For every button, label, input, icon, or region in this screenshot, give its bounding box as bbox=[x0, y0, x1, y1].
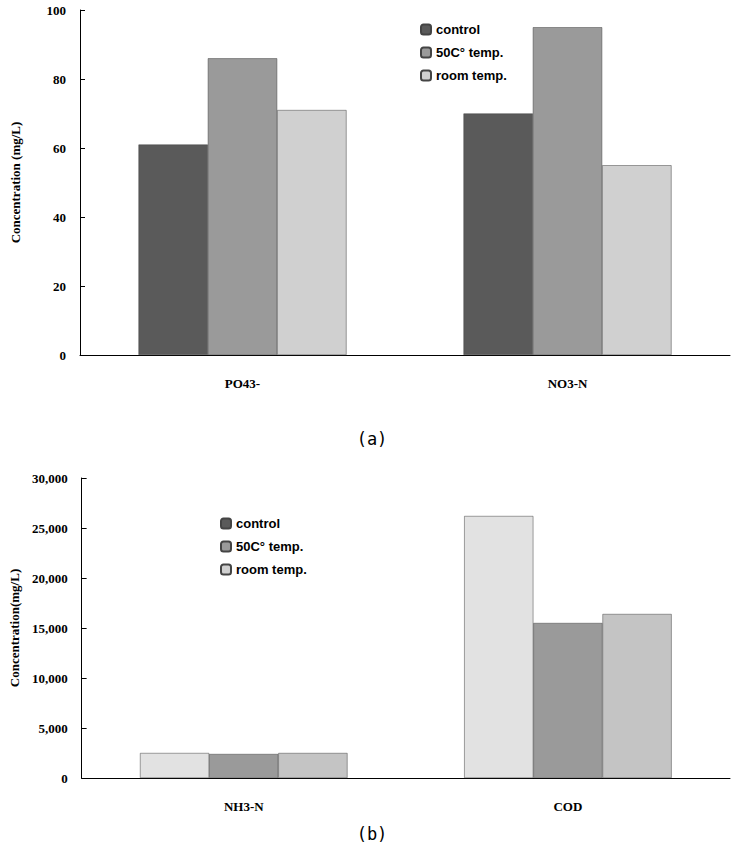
svg-text:30,000: 30,000 bbox=[32, 471, 68, 486]
svg-text:10,000: 10,000 bbox=[32, 671, 68, 686]
svg-text:15,000: 15,000 bbox=[32, 621, 68, 636]
svg-text:0: 0 bbox=[60, 348, 67, 363]
svg-text:Concentration (mg/L): Concentration (mg/L) bbox=[8, 122, 23, 244]
svg-text:20,000: 20,000 bbox=[32, 571, 68, 586]
svg-text:(b): (b) bbox=[357, 824, 388, 844]
svg-text:40: 40 bbox=[53, 210, 66, 225]
svg-text:PO43-: PO43- bbox=[225, 376, 260, 391]
svg-text:5,000: 5,000 bbox=[38, 721, 67, 736]
svg-text:80: 80 bbox=[53, 72, 66, 87]
svg-text:NO3-N: NO3-N bbox=[548, 376, 588, 391]
svg-text:room temp.: room temp. bbox=[436, 68, 507, 83]
svg-text:control: control bbox=[236, 516, 280, 531]
svg-text:Concentration(mg/L): Concentration(mg/L) bbox=[7, 569, 22, 687]
svg-text:0: 0 bbox=[61, 771, 68, 786]
svg-text:COD: COD bbox=[553, 799, 582, 814]
svg-text:25,000: 25,000 bbox=[32, 521, 68, 536]
svg-text:(a): (a) bbox=[357, 429, 388, 449]
svg-text:50C° temp.: 50C° temp. bbox=[436, 45, 503, 60]
svg-text:control: control bbox=[436, 22, 480, 37]
svg-text:room temp.: room temp. bbox=[236, 562, 307, 577]
svg-text:20: 20 bbox=[53, 279, 66, 294]
svg-text:100: 100 bbox=[47, 3, 67, 18]
svg-text:60: 60 bbox=[53, 141, 66, 156]
svg-text:50C° temp.: 50C° temp. bbox=[236, 539, 303, 554]
svg-text:NH3-N: NH3-N bbox=[224, 799, 264, 814]
